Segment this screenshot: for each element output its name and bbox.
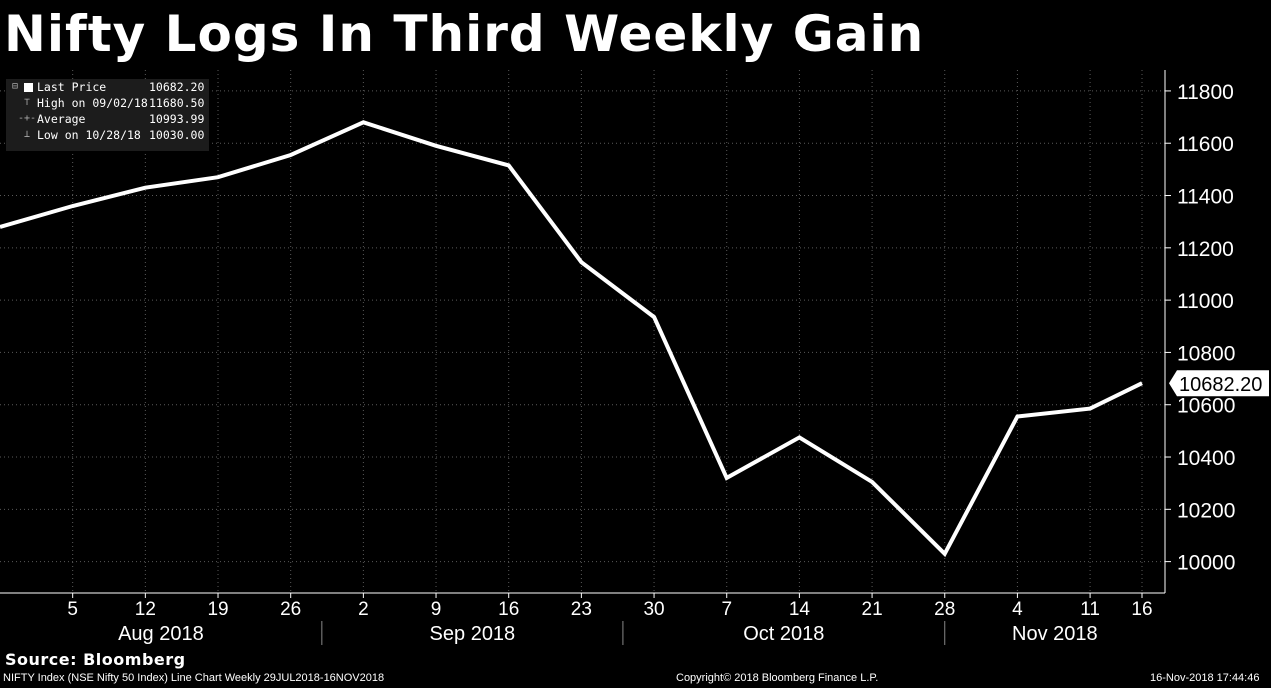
footer-chart-description: NIFTY Index (NSE Nifty 50 Index) Line Ch… [3,672,385,684]
y-tick-label: 11200 [1177,238,1234,261]
legend-label: Last Price [37,80,107,94]
source-label: Source: Bloomberg [5,650,186,669]
y-tick-label: 10200 [1177,499,1235,522]
x-tick-label: 5 [67,599,78,620]
month-label: Oct 2018 [743,623,824,645]
legend-row-low: ⊥ Low on 10/28/18 10030.00 [6,127,209,143]
month-label: Aug 2018 [118,623,204,645]
price-line [0,120,1143,558]
y-tick-label: 10600 [1177,395,1235,418]
x-tick-label: 28 [934,599,955,620]
series-layer [0,120,1143,558]
x-tick-label: 9 [431,599,442,620]
y-axis-ticks: 10000 10200 10400 10600 10800 11000 11200 11400… [1165,81,1235,575]
x-tick-label: 30 [643,599,664,620]
month-label: Nov 2018 [1012,623,1098,645]
x-tick-label: 19 [207,599,228,620]
average-marker-icon: -+- [12,113,37,124]
x-tick-label: 7 [721,599,732,620]
x-tick-label: 23 [571,599,592,620]
x-axis-ticks: 5 12 19 26 2 9 16 23 30 7 14 21 28 4 11 16 Aug 2018 Sep 2… [67,593,1153,645]
low-marker-icon: ⊥ [12,129,31,140]
x-tick-label: 12 [135,599,156,620]
x-tick-label: 14 [789,599,811,620]
y-tick-label: 11400 [1177,186,1234,209]
x-tick-label: 21 [862,599,883,620]
x-tick-label: 26 [280,599,301,620]
y-tick-label: 10800 [1177,342,1235,365]
x-tick-label: 4 [1012,599,1023,620]
legend-value: 10682.20 [149,80,205,94]
legend-row-last-price: ⊟ Last Price 10682.20 [6,79,209,95]
legend-box: ⊟ Last Price 10682.20 ⊤ High on 09/02/18… [6,79,209,151]
x-tick-label: 16 [498,599,519,620]
x-tick-label: 2 [358,599,369,620]
legend-label: High on 09/02/18 [37,96,148,110]
month-label: Sep 2018 [430,623,516,645]
legend-label: Average [37,112,86,126]
chart-title: Nifty Logs In Third Weekly Gain [4,5,925,63]
legend-row-high: ⊤ High on 09/02/18 11680.50 [6,95,209,111]
collapse-icon[interactable]: ⊟ [12,81,19,92]
last-price-callout-bg [1169,370,1269,397]
footer-copyright: Copyright© 2018 Bloomberg Finance L.P. [676,672,879,684]
high-marker-icon: ⊤ [12,97,31,108]
last-price-callout: 10682.20 [1169,370,1269,397]
legend-value: 10993.99 [149,112,205,126]
last-price-callout-text: 10682.20 [1179,374,1262,396]
y-tick-label: 11000 [1177,290,1234,313]
y-tick-label: 11600 [1177,133,1234,156]
y-tick-label: 10400 [1177,447,1235,470]
y-tick-label: 11800 [1177,81,1234,104]
x-tick-label: 16 [1131,599,1152,620]
x-tick-label: 11 [1080,599,1100,620]
white-line-swatch-icon [24,83,33,92]
legend-value: 10030.00 [149,128,205,142]
legend-value: 11680.50 [149,96,205,110]
legend-label: Low on 10/28/18 [37,128,141,142]
y-tick-label: 10000 [1177,552,1235,575]
legend-row-average: -+- Average 10993.99 [6,111,209,127]
axes [0,70,1166,594]
footer-timestamp: 16-Nov-2018 17:44:46 [1150,672,1260,684]
